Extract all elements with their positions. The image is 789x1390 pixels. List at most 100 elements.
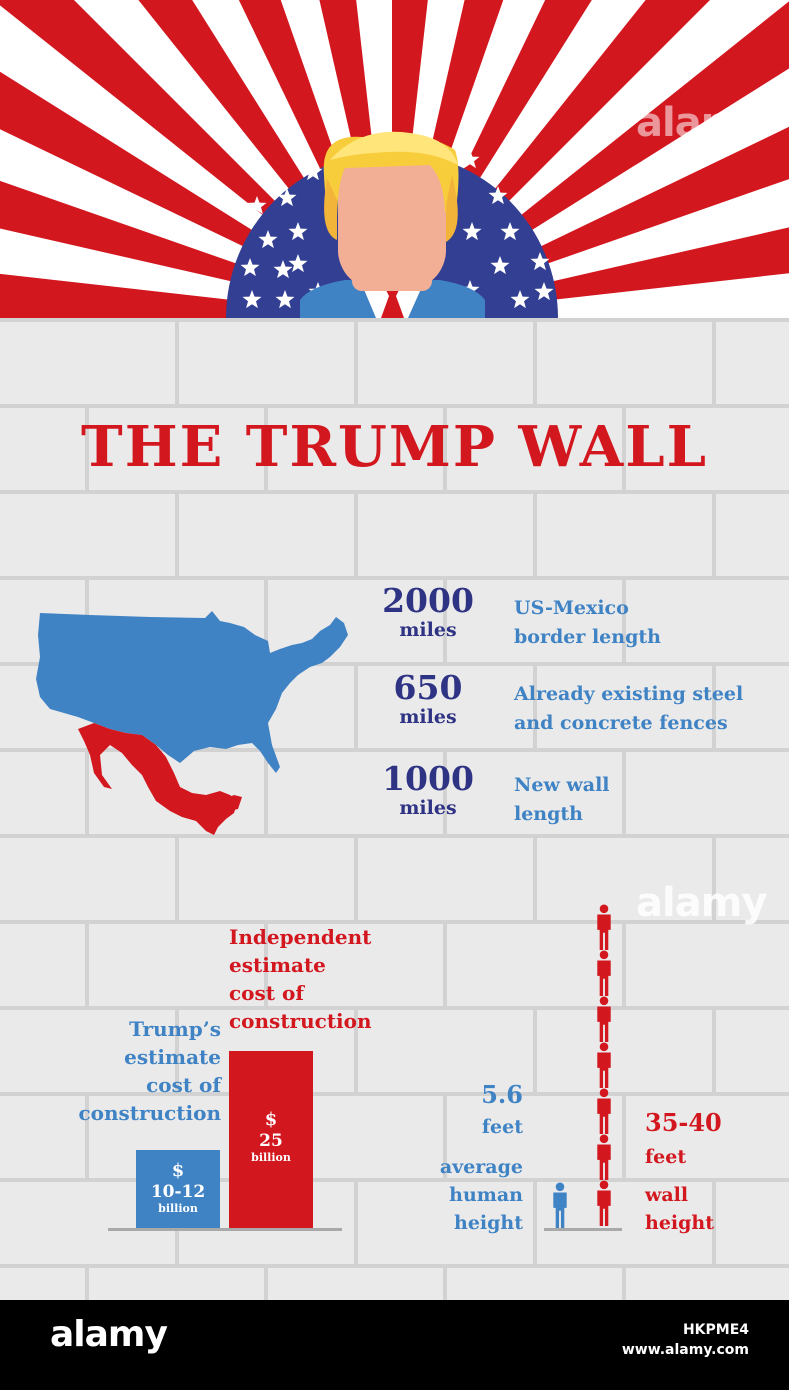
brick-joint <box>712 1182 716 1264</box>
stat-description-line: New wall <box>514 774 610 796</box>
brick-joint <box>712 322 716 404</box>
brick-joint <box>533 838 537 920</box>
brick-joint <box>175 494 179 576</box>
footer-site: www.alamy.com <box>621 1342 749 1358</box>
star-icon <box>240 258 260 277</box>
footer-image-info: HKPME4 www.alamy.com <box>622 1320 749 1360</box>
sunburst-ray <box>0 180 392 318</box>
brick-joint <box>354 494 358 576</box>
brick-joint <box>264 924 268 1006</box>
stat-description: Already existing steel and concrete fenc… <box>514 680 784 738</box>
stat-unit: miles <box>399 619 457 641</box>
stat-unit: miles <box>399 797 457 819</box>
brick-row <box>0 752 789 834</box>
brick-joint <box>712 494 716 576</box>
brick-joint <box>712 666 716 748</box>
sunburst-ray <box>238 0 392 318</box>
person-icon <box>597 1042 611 1088</box>
label-line: construction <box>229 1009 372 1033</box>
brick-joint <box>712 838 716 920</box>
north-america-map <box>36 611 348 835</box>
trump-estimate-label: Trump’s estimate cost of construction <box>21 1015 221 1127</box>
star-icon <box>277 188 297 207</box>
brick-row <box>0 838 789 920</box>
brick-joint <box>622 580 626 662</box>
label-line: estimate <box>124 1045 221 1069</box>
brick-joint <box>264 580 268 662</box>
brick-wall-background <box>0 318 789 1350</box>
brick-joint <box>533 1010 537 1092</box>
label-line: construction <box>78 1101 221 1125</box>
footer-bar: alamy HKPME4 www.alamy.com <box>0 1300 789 1390</box>
sunburst-ray <box>319 0 392 318</box>
brick-joint <box>264 752 268 834</box>
wall-height-label: wall height <box>645 1181 785 1237</box>
height-comparison-figures <box>553 904 611 1228</box>
human-height-unit: feet <box>481 1116 523 1138</box>
height-chart-baseline <box>544 1228 622 1231</box>
brick-joint <box>354 666 358 748</box>
label-line: average <box>439 1156 523 1178</box>
brick-joint <box>175 322 179 404</box>
bar-multiplier: billion <box>251 1150 291 1164</box>
human-height-value: 5.6 <box>481 1080 523 1109</box>
person-icon <box>553 1182 567 1228</box>
brick-joint <box>354 322 358 404</box>
brick-joint <box>443 752 447 834</box>
star-icon <box>275 290 295 309</box>
cost-chart-baseline <box>108 1228 342 1231</box>
star-icon <box>462 222 482 241</box>
label-line: height <box>454 1212 523 1234</box>
trump-avatar-icon <box>300 131 485 318</box>
stat-description-line: border length <box>514 626 661 648</box>
footer-logo: alamy <box>50 1314 168 1355</box>
star-icon <box>500 222 520 241</box>
brick-joint <box>443 580 447 662</box>
star-icon <box>273 260 293 279</box>
brick-joint <box>354 838 358 920</box>
brick-joint <box>264 408 268 490</box>
brick-row <box>0 924 789 1006</box>
star-icon <box>510 290 530 309</box>
bar-currency: $ <box>171 1159 185 1181</box>
stat-description-line: Already existing steel <box>514 683 744 705</box>
brick-joint <box>85 408 89 490</box>
stat-description-line: and concrete fences <box>514 712 728 734</box>
independent-estimate-label: Independent estimate cost of constructio… <box>229 923 409 1035</box>
brick-joint <box>175 838 179 920</box>
watermark-text: alamy <box>636 880 767 926</box>
stat-value: 650 <box>393 668 463 707</box>
trump-estimate-bar: $ 10-12 billion <box>136 1149 220 1228</box>
star-icon <box>247 196 267 215</box>
page-title: THE TRUMP WALL <box>81 414 708 480</box>
brick-joint <box>443 1096 447 1178</box>
stat-number: 1000 miles <box>353 759 503 820</box>
brick-row <box>0 408 789 490</box>
brick-joint <box>85 752 89 834</box>
label-line: Independent <box>229 925 372 949</box>
brick-joint <box>533 322 537 404</box>
brick-joint <box>354 1182 358 1264</box>
star-icon <box>288 254 308 273</box>
star-icon <box>460 150 480 169</box>
bar-currency: $ <box>264 1108 278 1130</box>
label-line: human <box>449 1184 523 1206</box>
sunburst-stripes <box>0 0 789 318</box>
stat-description: US-Mexico border length <box>514 594 784 652</box>
label-line: estimate <box>229 953 326 977</box>
bar-amount: 25 <box>259 1130 283 1151</box>
stat-number: 650 miles <box>353 668 503 729</box>
label-line: cost of <box>229 981 304 1005</box>
wall-height-value: 35-40 <box>645 1108 722 1137</box>
label-line: cost of <box>146 1073 221 1097</box>
stat-description-line: US-Mexico <box>514 597 629 619</box>
brick-joint <box>622 924 626 1006</box>
brick-joint <box>85 1096 89 1178</box>
brick-joint <box>85 924 89 1006</box>
person-icon <box>597 1134 611 1180</box>
watermark-text: alamy <box>636 100 767 146</box>
person-icon <box>597 1180 611 1226</box>
stat-value: 1000 <box>382 759 474 798</box>
brick-joint <box>354 1010 358 1092</box>
